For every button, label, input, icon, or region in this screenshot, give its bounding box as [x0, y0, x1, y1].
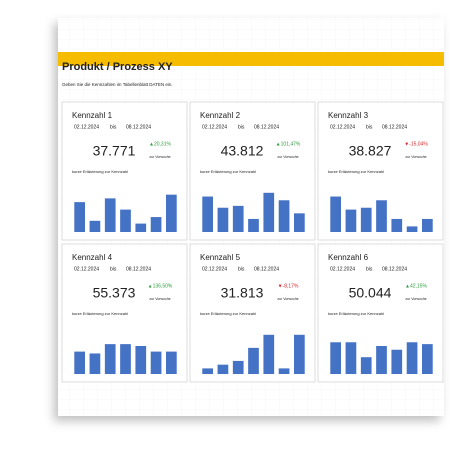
card-title: Kennzahl 4 — [72, 253, 113, 262]
bar — [406, 226, 418, 232]
change-note: zur Vorwoche — [277, 297, 298, 301]
date-to: 08.12.2024 — [382, 124, 407, 130]
change: ▲101,47% — [276, 141, 301, 147]
bar — [278, 200, 290, 232]
note: kurze Erläuterung zur Kennzahl — [328, 169, 384, 174]
note: kurze Erläuterung zur Kennzahl — [200, 311, 256, 316]
bar — [202, 196, 213, 232]
kpi-value: 50.044 — [349, 285, 392, 301]
bar — [330, 342, 341, 374]
bar — [422, 218, 433, 232]
bar — [217, 364, 229, 374]
bar — [294, 334, 305, 374]
change-note: zur Vorwoche — [149, 297, 170, 301]
date-from: 02.12.2024 — [202, 266, 227, 272]
date-from: 02.12.2024 — [74, 266, 99, 272]
bar — [104, 198, 116, 232]
card-title: Kennzahl 6 — [328, 253, 369, 262]
note: kurze Erläuterung zur Kennzahl — [200, 169, 256, 174]
bar — [104, 344, 116, 374]
bar — [330, 196, 341, 232]
bar — [166, 351, 177, 374]
bar — [232, 205, 244, 232]
bar — [263, 192, 275, 232]
change: ▲20,31% — [149, 141, 171, 147]
kpi-value: 43.812 — [221, 143, 264, 159]
bar — [202, 368, 213, 374]
header-band — [58, 52, 444, 66]
bar — [217, 207, 229, 232]
change: ▼-8,17% — [278, 283, 299, 289]
bar — [135, 223, 147, 232]
bar — [150, 217, 162, 232]
note: kurze Erläuterung zur Kennzahl — [328, 311, 384, 316]
bar — [376, 200, 387, 232]
date-sep: bis — [366, 266, 373, 272]
change-note: zur Vorwoche — [277, 155, 298, 159]
sheet-title: Produkt / Prozess XY — [62, 61, 173, 73]
bar — [74, 351, 85, 374]
bar — [166, 194, 177, 232]
date-sep: bis — [110, 124, 117, 130]
date-to: 08.12.2024 — [126, 124, 151, 130]
date-sep: bis — [238, 124, 245, 130]
note: kurze Erläuterung zur Kennzahl — [72, 169, 128, 174]
card-title: Kennzahl 5 — [200, 253, 241, 262]
date-to: 08.12.2024 — [254, 266, 279, 272]
bar — [135, 346, 147, 374]
change-note: zur Vorwoche — [405, 297, 426, 301]
bar — [120, 209, 131, 232]
change-note: zur Vorwoche — [405, 155, 426, 159]
date-sep: bis — [110, 266, 117, 272]
date-from: 02.12.2024 — [74, 124, 99, 130]
note: kurze Erläuterung zur Kennzahl — [72, 311, 128, 316]
bar — [294, 213, 305, 232]
bar — [360, 357, 372, 374]
card-title: Kennzahl 2 — [200, 111, 241, 120]
bar — [360, 207, 372, 232]
date-to: 08.12.2024 — [382, 266, 407, 272]
card-title: Kennzahl 1 — [72, 111, 113, 120]
kpi-value: 31.813 — [221, 285, 264, 301]
kpi-value: 38.827 — [349, 143, 392, 159]
change-note: zur Vorwoche — [149, 155, 170, 159]
bar — [89, 353, 101, 374]
date-to: 08.12.2024 — [254, 124, 279, 130]
change: ▲42,15% — [405, 283, 427, 289]
bar — [263, 334, 275, 374]
bar — [391, 218, 403, 232]
kpi-value: 37.771 — [93, 143, 136, 159]
change: ▲136,50% — [148, 283, 173, 289]
date-sep: bis — [238, 266, 245, 272]
bar — [89, 220, 101, 232]
bar — [345, 209, 357, 232]
bar — [74, 202, 85, 232]
card-title: Kennzahl 3 — [328, 111, 369, 120]
bar — [391, 349, 403, 374]
bar — [248, 218, 259, 232]
bar — [232, 360, 244, 374]
bar — [345, 342, 357, 374]
date-from: 02.12.2024 — [202, 124, 227, 130]
bar — [150, 351, 162, 374]
date-to: 08.12.2024 — [126, 266, 151, 272]
kpi-value: 55.373 — [93, 285, 136, 301]
bar — [278, 368, 290, 374]
date-from: 02.12.2024 — [330, 266, 355, 272]
bar — [406, 342, 418, 374]
date-sep: bis — [366, 124, 373, 130]
change: ▼-15,04% — [404, 141, 428, 147]
bar — [120, 344, 131, 374]
date-from: 02.12.2024 — [330, 124, 355, 130]
bar — [422, 344, 433, 374]
sheet-subtitle: Geben Sie die Kennzahlen im Tabellenblat… — [62, 82, 173, 87]
bar — [248, 347, 259, 374]
bar — [376, 346, 387, 374]
